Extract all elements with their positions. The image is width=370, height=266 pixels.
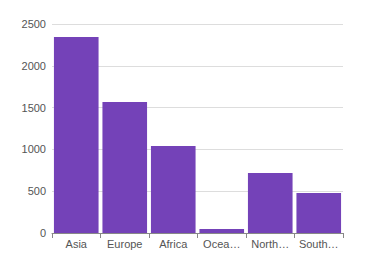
svg-text:Europe: Europe [107,238,142,250]
svg-text:South…: South… [299,238,339,250]
svg-text:Ocea…: Ocea… [203,238,240,250]
svg-text:North…: North… [251,238,289,250]
svg-text:1500: 1500 [22,102,46,114]
svg-text:2500: 2500 [22,18,46,30]
svg-text:0: 0 [40,227,46,239]
svg-text:2000: 2000 [22,60,46,72]
svg-text:Africa: Africa [159,238,188,250]
svg-text:500: 500 [28,185,46,197]
svg-text:Asia: Asia [66,238,88,250]
svg-text:1000: 1000 [22,143,46,155]
